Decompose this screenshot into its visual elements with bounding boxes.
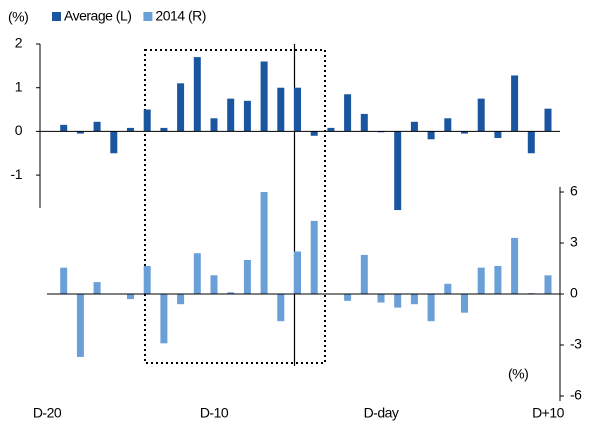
bar: [76, 131, 84, 134]
bar: [477, 98, 485, 132]
bar: [60, 124, 68, 132]
bar: [110, 131, 118, 154]
bar: [394, 131, 402, 211]
bar: [377, 294, 385, 303]
bar: [143, 109, 151, 132]
legend-label: Average (L): [64, 8, 131, 24]
bar: [294, 251, 301, 294]
bar: [160, 127, 168, 132]
bar: [160, 294, 168, 344]
bar: [394, 294, 402, 308]
bar: [310, 131, 318, 136]
x-tick-label: D-day: [364, 405, 399, 421]
y-tick-label: 0: [15, 122, 23, 138]
bar: [193, 253, 201, 294]
bar: [444, 283, 452, 294]
bar: [327, 127, 335, 132]
bar: [360, 113, 368, 132]
bar: [344, 294, 352, 301]
bar: [427, 294, 435, 322]
bar: [461, 294, 468, 313]
bar: [60, 267, 68, 294]
bar: [143, 265, 151, 294]
bar: [511, 237, 519, 294]
bar: [76, 294, 84, 357]
y2-axis-label: (%): [508, 366, 528, 382]
bar: [310, 220, 318, 294]
bar: [127, 127, 134, 132]
bar: [127, 294, 134, 300]
bar: [444, 118, 452, 132]
bar: [294, 87, 301, 132]
bar: [544, 275, 552, 294]
y-axis-label: (%): [8, 9, 28, 25]
bar: [93, 282, 101, 294]
x-tick-label: D+10: [532, 405, 565, 421]
bar: [260, 61, 268, 132]
x-tick-label: D-20: [33, 405, 62, 421]
bar: [527, 131, 535, 154]
bar: [177, 294, 185, 305]
y-tick-label: 1: [15, 78, 23, 94]
bar: [277, 87, 285, 132]
bar: [93, 121, 101, 132]
bar: [410, 294, 418, 305]
bar: [243, 100, 251, 132]
bar: [427, 131, 435, 140]
x-tick-label: D-10: [200, 405, 229, 421]
legend-swatch: [143, 12, 153, 21]
highlight-box: [144, 49, 326, 364]
bar: [360, 254, 368, 294]
bar: [177, 83, 185, 132]
bar: [193, 57, 201, 132]
y2-tick-label: 0: [570, 285, 578, 301]
legend-swatch: [52, 12, 61, 21]
bar: [243, 260, 251, 294]
bar: [210, 118, 218, 132]
y-tick-label: 2: [15, 35, 23, 51]
bar: [494, 131, 502, 138]
legend-label: 2014 (R): [155, 8, 205, 24]
bar: [260, 192, 268, 294]
bar: [227, 292, 235, 294]
bar: [511, 75, 519, 132]
bar: [544, 108, 552, 132]
bar: [344, 94, 352, 132]
bar: [494, 265, 502, 294]
bar: [277, 294, 285, 322]
bar: [461, 131, 468, 134]
bar: [210, 275, 218, 294]
y2-tick-label: -3: [570, 336, 582, 352]
y2-tick-label: -6: [570, 387, 582, 403]
y2-tick-label: 3: [570, 234, 578, 250]
bar: [477, 267, 485, 294]
y2-tick-label: 6: [570, 183, 578, 199]
bar: [410, 121, 418, 132]
y-tick-label: -1: [11, 166, 23, 182]
bar: [227, 98, 235, 132]
